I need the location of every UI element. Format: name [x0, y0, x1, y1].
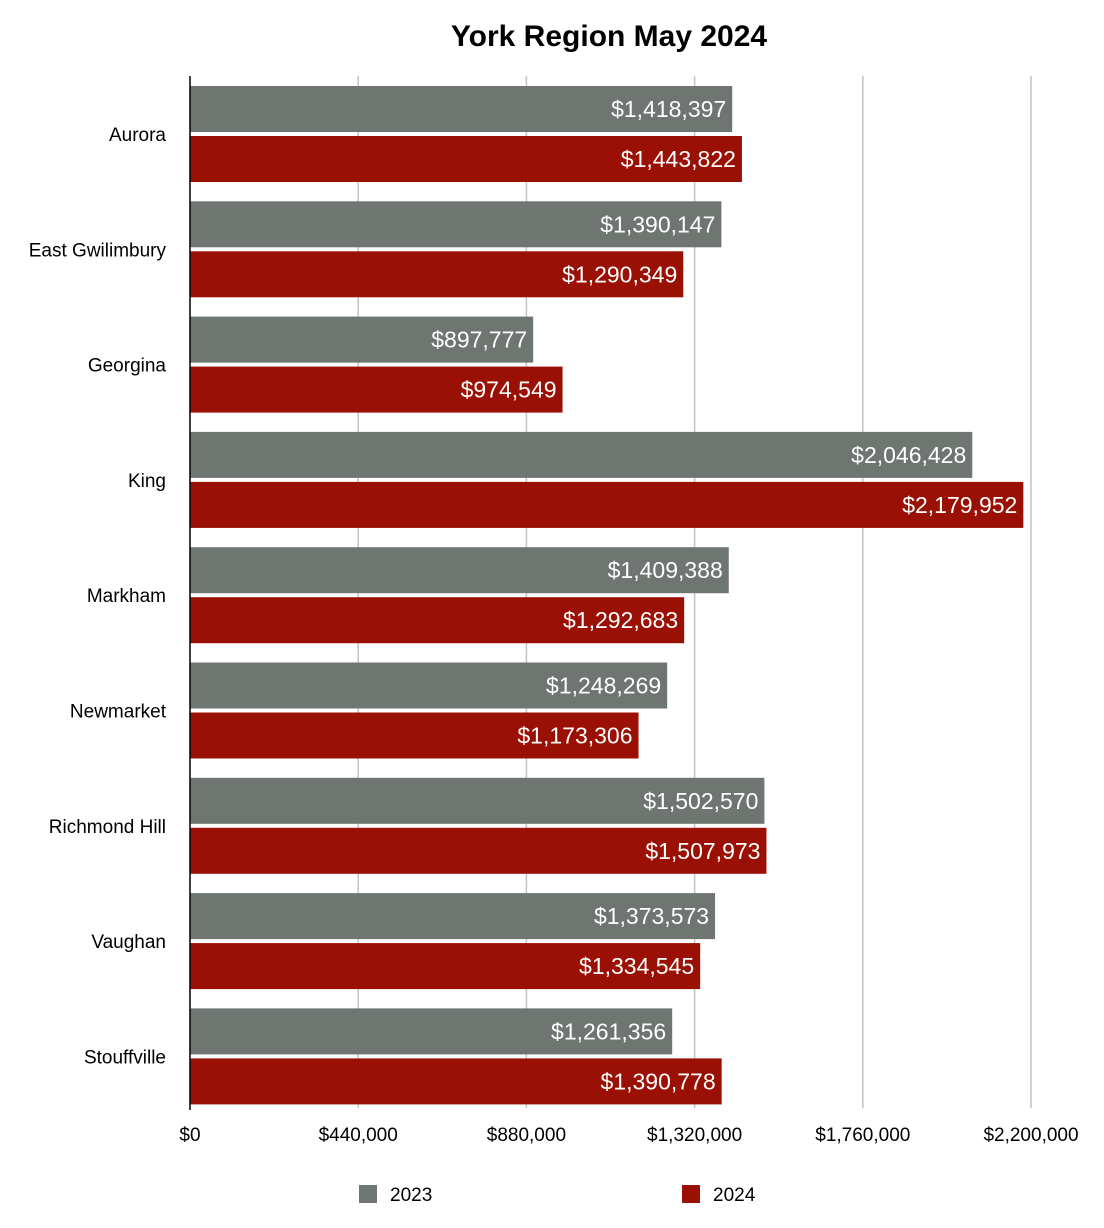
- x-tick-label: $880,000: [487, 1125, 566, 1146]
- data-label: $1,502,570: [643, 788, 758, 814]
- legend: 2023 2024: [359, 1185, 756, 1206]
- x-tick-label: $0: [179, 1125, 200, 1146]
- bar-2024-richmond-hill: [190, 827, 767, 874]
- data-label: $1,261,356: [551, 1018, 666, 1044]
- bar-2024-aurora: [190, 136, 742, 182]
- chart-title: York Region May 2024: [451, 20, 768, 53]
- data-label: $1,248,269: [546, 673, 661, 699]
- bar-2023-king: [190, 431, 973, 478]
- data-label: $1,390,147: [600, 211, 715, 237]
- x-tick-label: $440,000: [319, 1125, 398, 1146]
- x-tick-label: $1,320,000: [647, 1125, 742, 1146]
- x-tick-label: $2,200,000: [983, 1125, 1078, 1146]
- data-label: $1,390,778: [601, 1068, 716, 1094]
- bar-2023-newmarket: [190, 662, 668, 709]
- category-label: East Gwilimbury: [29, 240, 167, 261]
- category-label: Markham: [87, 586, 166, 607]
- data-label: $1,443,822: [621, 146, 736, 172]
- bar-2023-east-gwilimbury: [190, 201, 722, 248]
- bar-2024-markham: [190, 597, 685, 644]
- bar-2023-georgina: [190, 316, 534, 363]
- bar-2024-stouffville: [190, 1058, 722, 1105]
- category-label: Aurora: [109, 125, 166, 146]
- data-label: $1,290,349: [562, 261, 677, 287]
- category-label: King: [128, 471, 166, 492]
- data-label: $1,334,545: [579, 953, 694, 979]
- legend-label: 2024: [713, 1185, 756, 1206]
- data-label: $2,179,952: [902, 492, 1017, 518]
- data-label: $1,418,397: [611, 96, 726, 122]
- data-label: $1,507,973: [645, 838, 760, 864]
- bar-2023-vaughan: [190, 893, 716, 940]
- category-label: Vaughan: [91, 932, 166, 953]
- x-tick-label: $1,760,000: [815, 1125, 910, 1146]
- category-label: Stouffville: [84, 1047, 166, 1068]
- category-label: Georgina: [88, 356, 167, 377]
- data-label: $1,292,683: [563, 607, 678, 633]
- axes: $0 $440,000 $880,000 $1,320,000 $1,760,000 $2…: [29, 76, 1079, 1146]
- bar-2024-king: [190, 481, 1024, 528]
- legend-swatch: [359, 1185, 377, 1203]
- data-label: $897,777: [431, 327, 527, 353]
- bar-2023-aurora: [190, 86, 733, 132]
- data-label: $1,409,388: [608, 557, 723, 583]
- bar-2024-georgina: [190, 366, 563, 413]
- data-label: $1,173,306: [517, 723, 632, 749]
- legend-swatch: [682, 1185, 700, 1203]
- data-label: $2,046,428: [851, 442, 966, 468]
- bars: $1,418,397 $1,443,822 $1,390,147 $1,290,349…: [190, 86, 1024, 1105]
- bar-2023-stouffville: [190, 1008, 673, 1055]
- legend-label: 2023: [390, 1185, 432, 1206]
- category-label: Newmarket: [70, 702, 167, 723]
- data-label: $974,549: [461, 377, 557, 403]
- bar-2023-markham: [190, 547, 729, 594]
- data-label: $1,373,573: [594, 903, 709, 929]
- bar-2024-east-gwilimbury: [190, 251, 684, 298]
- bar-2023-richmond-hill: [190, 777, 765, 824]
- bar-2024-newmarket: [190, 712, 639, 759]
- bar-2024-vaughan: [190, 943, 701, 990]
- category-label: Richmond Hill: [49, 817, 166, 838]
